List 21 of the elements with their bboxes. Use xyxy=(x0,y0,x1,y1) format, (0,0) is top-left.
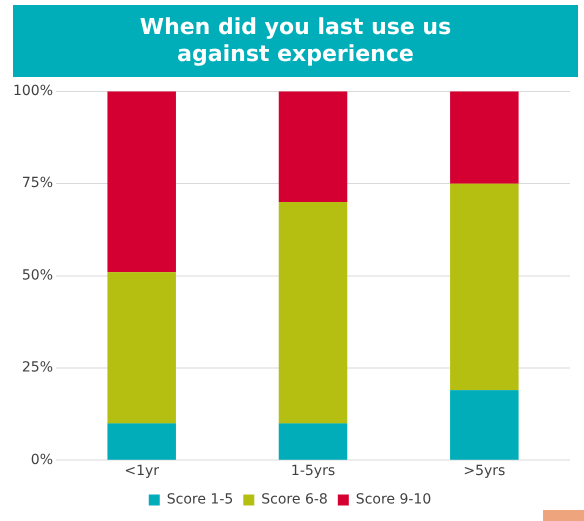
bar xyxy=(278,202,348,424)
chart-title: When did you last use us against experience xyxy=(13,5,578,77)
bar xyxy=(450,390,519,460)
x-tick-label: <1yr xyxy=(124,463,160,480)
bar xyxy=(278,91,348,202)
bar xyxy=(450,91,519,184)
y-tick-label: 75% xyxy=(22,175,54,192)
bar xyxy=(107,423,176,460)
legend-label: Score 6-8 xyxy=(261,492,328,508)
y-tick-label: 25% xyxy=(22,360,54,376)
bar xyxy=(107,272,176,424)
x-tick-label: >5yrs xyxy=(463,463,506,480)
y-tick-label: 50% xyxy=(22,267,54,284)
legend-label: Score 1-5 xyxy=(166,492,234,508)
x-tick-label: 1-5yrs xyxy=(290,463,336,480)
y-tick-label: 0% xyxy=(30,452,54,468)
bar xyxy=(278,423,348,460)
bar xyxy=(450,184,519,390)
bar xyxy=(107,91,176,272)
legend-label: Score 9-10 xyxy=(356,492,432,508)
y-tick-label: 100% xyxy=(12,83,54,100)
